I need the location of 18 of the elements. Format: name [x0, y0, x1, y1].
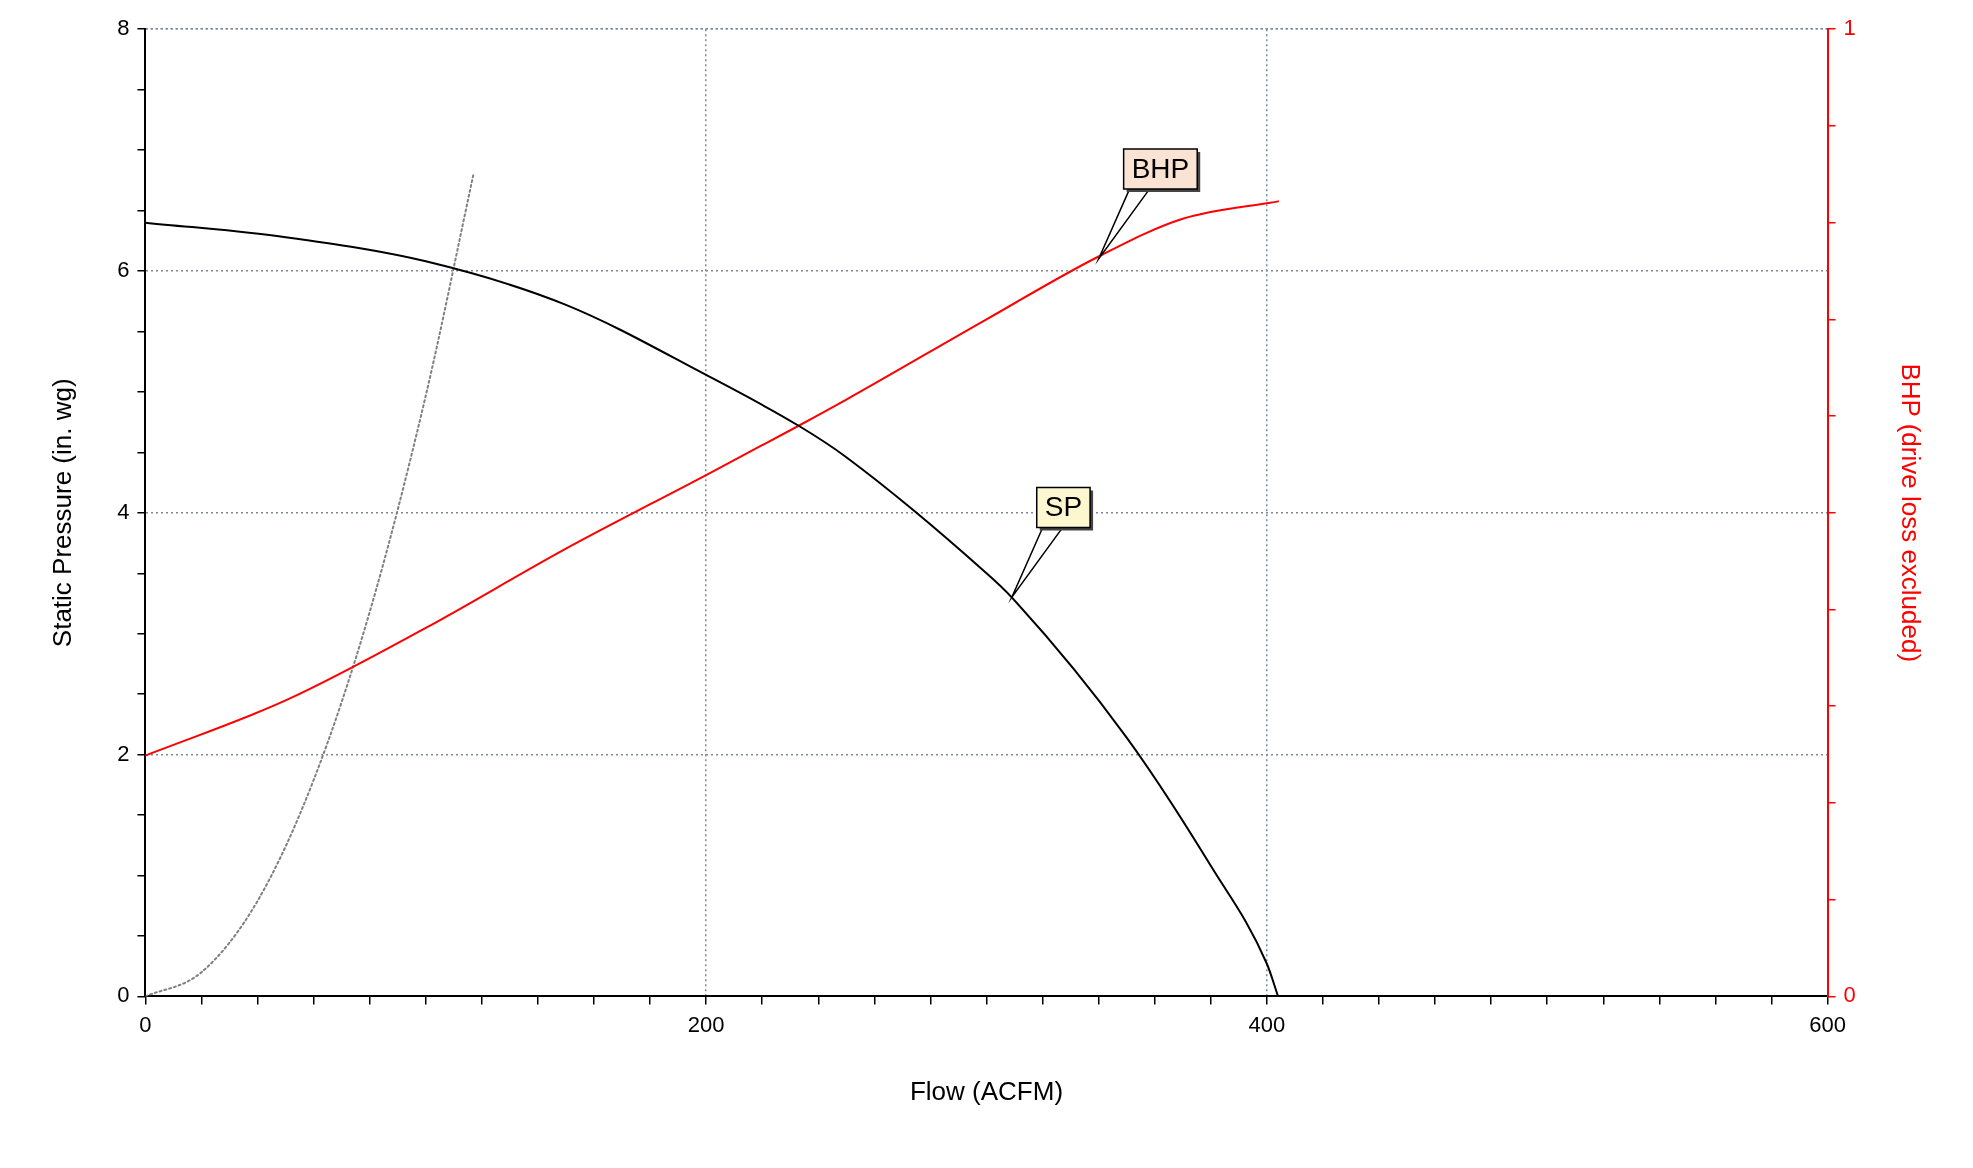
x-tick-label: 600: [1809, 1011, 1846, 1037]
line-series: [145, 173, 475, 997]
y-tick-label: 2: [117, 740, 130, 766]
y2-axis-title: BHP (drive loss excluded): [1896, 363, 1927, 663]
x-tick-label: 400: [1248, 1011, 1286, 1037]
annotation: BHP: [1131, 152, 1190, 184]
x-axis-title: Flow (ACFM): [909, 1075, 1064, 1106]
x-tick-label: 200: [687, 1011, 725, 1037]
line-series: [145, 200, 1280, 757]
y-tick-label: 8: [117, 15, 130, 41]
annotation: SP: [1044, 491, 1083, 523]
y-tick-label: 0: [117, 982, 130, 1008]
y-tick-label: 6: [117, 257, 130, 283]
y-axis-title: Static Pressure (in. wg): [46, 378, 77, 648]
x-tick-label: 0: [139, 1011, 152, 1037]
y2-tick-label: 1: [1843, 15, 1856, 41]
y-tick-label: 4: [117, 498, 130, 524]
y2-tick-label: 0: [1843, 982, 1856, 1008]
